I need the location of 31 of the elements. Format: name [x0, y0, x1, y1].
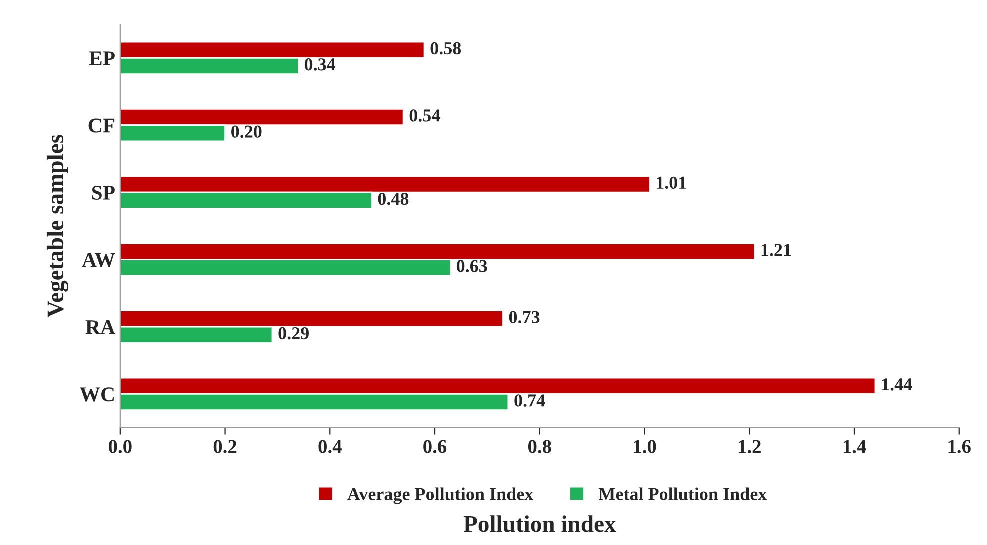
data-label: 0.73 — [509, 311, 540, 324]
x-tick-label: 0.2 — [214, 440, 237, 454]
y-tick-label: EP — [89, 52, 115, 66]
data-label: 0.48 — [378, 192, 409, 206]
x-tick-label: 1.4 — [844, 440, 866, 454]
data-label: 0.20 — [232, 126, 262, 138]
x-tick-label: 0.6 — [424, 440, 447, 454]
y-tick-label: WC — [80, 388, 114, 402]
data-label: 1.01 — [657, 176, 686, 190]
x-tick-label: 0.8 — [528, 440, 552, 454]
data-label: 1.21 — [762, 244, 792, 256]
data-label: 0.54 — [410, 110, 440, 122]
x-tick-label: 0.4 — [318, 440, 342, 454]
data-label: 0.74 — [514, 394, 546, 407]
x-tick-label: 1.6 — [948, 440, 971, 454]
x-tick-label: 1.0 — [634, 440, 656, 454]
data-label: 0.63 — [456, 260, 488, 272]
legend-label: Metal Pollution Index — [598, 488, 768, 500]
data-label: 0.58 — [430, 42, 462, 55]
y-tick-label: SP — [92, 186, 115, 200]
x-tick-label: 0.0 — [109, 440, 132, 454]
y-tick-label: RA — [86, 320, 116, 334]
y-tick-label: AW — [82, 253, 116, 268]
y-tick-label: CF — [88, 118, 115, 133]
x-tick-label: 1.2 — [739, 440, 761, 454]
legend-label: Average Pollution Index — [348, 488, 534, 504]
x-axis-title: Pollution index — [464, 516, 616, 532]
data-label: 0.34 — [304, 58, 336, 71]
y-axis-title: Vegetable samples — [46, 135, 69, 318]
data-label: 0.29 — [278, 327, 309, 340]
data-label: 1.44 — [882, 378, 912, 391]
